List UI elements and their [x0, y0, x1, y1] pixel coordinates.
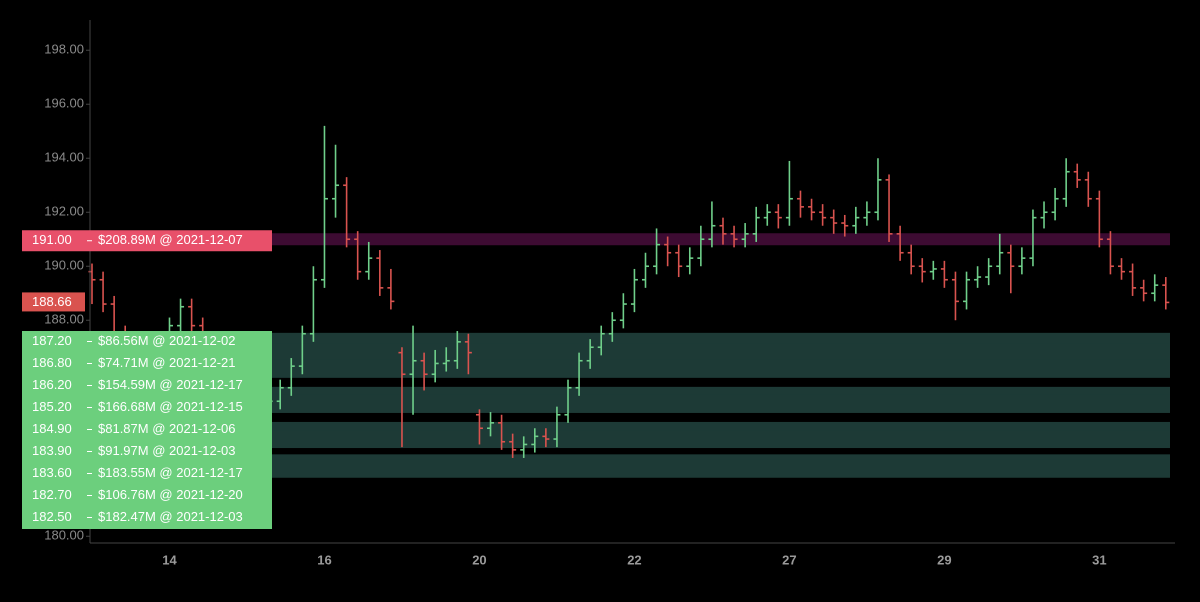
- y-tick-label: 196.00: [44, 96, 84, 111]
- y-tick-label: 188.00: [44, 312, 84, 327]
- level-text: $183.55M @ 2021-12-17: [98, 465, 243, 480]
- level-text: $166.68M @ 2021-12-15: [98, 399, 243, 414]
- x-tick-label: 29: [937, 552, 951, 567]
- last-price-box: [22, 292, 85, 312]
- y-tick-label: 194.00: [44, 150, 84, 165]
- zones: [90, 233, 1170, 478]
- y-tick-label: 180.00: [44, 528, 84, 543]
- x-tick-label: 31: [1092, 552, 1106, 567]
- support-zone: [90, 359, 1170, 378]
- y-tick-label: 192.00: [44, 204, 84, 219]
- level-price: 186.20: [32, 377, 72, 392]
- level-text: $81.87M @ 2021-12-06: [98, 421, 236, 436]
- last-price-label: 188.66: [32, 294, 72, 309]
- bars: [88, 125, 1170, 458]
- level-text: $208.89M @ 2021-12-07: [98, 232, 243, 247]
- x-tick-label: 16: [317, 552, 331, 567]
- level-text: $91.97M @ 2021-12-03: [98, 443, 236, 458]
- support-zone: [90, 459, 1170, 478]
- x-tick-label: 27: [782, 552, 796, 567]
- level-text: $86.56M @ 2021-12-02: [98, 333, 236, 348]
- level-text: $182.47M @ 2021-12-03: [98, 509, 243, 524]
- resistance-label-box: [22, 230, 272, 252]
- level-price: 187.20: [32, 333, 72, 348]
- level-price: 183.60: [32, 465, 72, 480]
- support-zone: [90, 430, 1170, 449]
- level-price: 185.20: [32, 399, 72, 414]
- labels: 191.00 $208.89M @ 2021-12-07 187.20 $86.56M…: [22, 230, 272, 529]
- level-price: 186.80: [32, 355, 72, 370]
- support-zone: [90, 394, 1170, 413]
- level-price: 182.50: [32, 509, 72, 524]
- level-price: 191.00: [32, 232, 72, 247]
- y-tick-label: 190.00: [44, 258, 84, 273]
- support-label-box: [22, 331, 272, 529]
- level-price: 183.90: [32, 443, 72, 458]
- x-tick-label: 20: [472, 552, 486, 567]
- x-tick-label: 22: [627, 552, 641, 567]
- support-zone: [90, 343, 1170, 362]
- level-text: $106.76M @ 2021-12-20: [98, 487, 243, 502]
- y-tick-label: 198.00: [44, 42, 84, 57]
- level-price: 182.70: [32, 487, 72, 502]
- level-text: $154.59M @ 2021-12-17: [98, 377, 243, 392]
- axes: 180.00 188.00 190.00 192.00 194.00 196.00 198.…: [44, 42, 1106, 568]
- level-price: 184.90: [32, 421, 72, 436]
- level-text: $74.71M @ 2021-12-21: [98, 355, 236, 370]
- x-tick-label: 14: [162, 552, 177, 567]
